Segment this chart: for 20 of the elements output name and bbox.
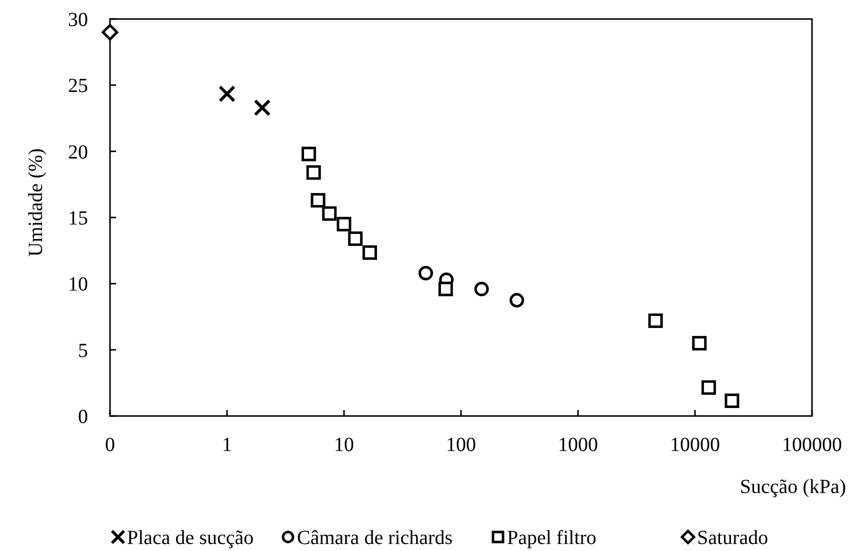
y-tick-label: 25 bbox=[68, 75, 88, 98]
x-tick-label: 100 bbox=[446, 434, 476, 456]
y-tick-label: 0 bbox=[78, 406, 88, 428]
y-tick-label: 10 bbox=[68, 274, 88, 296]
y-tick-label: 20 bbox=[68, 141, 88, 164]
y-axis-title: Umidade (%) bbox=[25, 148, 47, 257]
x-tick-label: 10 bbox=[334, 434, 354, 456]
y-tick-label: 15 bbox=[68, 208, 88, 230]
x-axis-title: Sucção (kPa) bbox=[740, 476, 846, 498]
x-tick-label: 0 bbox=[105, 434, 115, 456]
legend-label: Câmara de richards bbox=[297, 527, 453, 549]
x-tick-label: 1000 bbox=[558, 434, 598, 456]
legend-label: Saturado bbox=[697, 527, 768, 549]
legend-label: Placa de sucção bbox=[127, 527, 254, 549]
x-tick-label: 100000 bbox=[782, 434, 842, 456]
x-tick-label: 1 bbox=[222, 434, 232, 456]
x-tick-label: 10000 bbox=[670, 434, 720, 456]
legend-label: Papel filtro bbox=[507, 527, 596, 549]
y-tick-label: 30 bbox=[68, 9, 88, 31]
y-tick-label: 5 bbox=[78, 340, 88, 362]
